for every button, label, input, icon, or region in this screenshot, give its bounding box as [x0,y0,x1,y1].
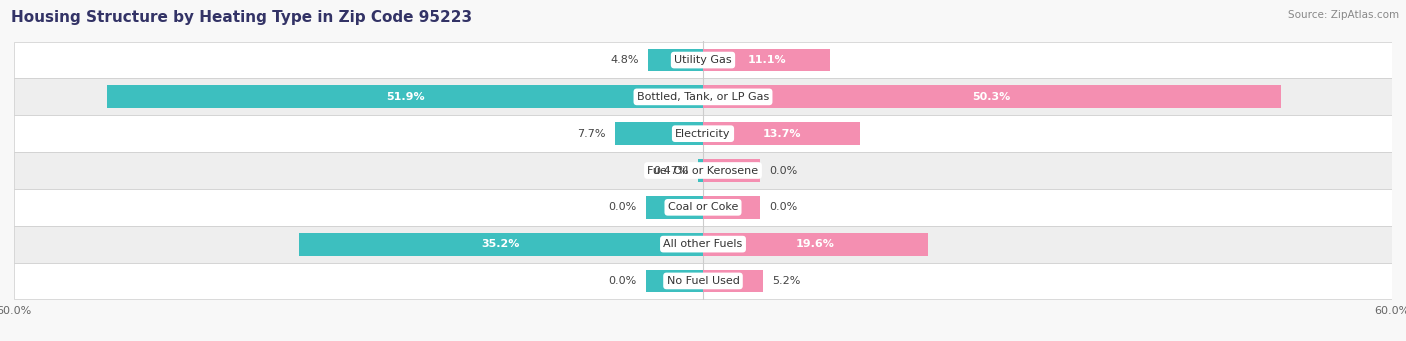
Text: Electricity: Electricity [675,129,731,139]
Text: 19.6%: 19.6% [796,239,835,249]
Text: Utility Gas: Utility Gas [675,55,731,65]
Text: 7.7%: 7.7% [576,129,606,139]
Text: 13.7%: 13.7% [762,129,801,139]
Text: 0.0%: 0.0% [609,276,637,286]
Bar [703,159,761,182]
Bar [645,196,703,219]
Text: 5.2%: 5.2% [772,276,800,286]
Bar [645,269,703,292]
Text: No Fuel Used: No Fuel Used [666,276,740,286]
Text: 0.0%: 0.0% [609,202,637,212]
Text: All other Fuels: All other Fuels [664,239,742,249]
Text: Housing Structure by Heating Type in Zip Code 95223: Housing Structure by Heating Type in Zip… [11,10,472,25]
Bar [299,233,703,255]
Text: 11.1%: 11.1% [748,55,786,65]
Bar [107,86,703,108]
Text: 4.8%: 4.8% [610,55,638,65]
Bar [14,263,1392,299]
Text: Source: ZipAtlas.com: Source: ZipAtlas.com [1288,10,1399,20]
Bar [14,78,1392,115]
Bar [697,159,703,182]
Bar [14,226,1392,263]
Bar [14,42,1392,78]
Bar [703,196,761,219]
Bar [703,233,928,255]
Bar [14,189,1392,226]
Text: 50.3%: 50.3% [973,92,1011,102]
Text: Coal or Coke: Coal or Coke [668,202,738,212]
Text: 0.0%: 0.0% [769,202,797,212]
Text: 0.0%: 0.0% [769,165,797,176]
Bar [703,86,1281,108]
Bar [648,49,703,72]
Bar [14,152,1392,189]
Bar [614,122,703,145]
Text: Fuel Oil or Kerosene: Fuel Oil or Kerosene [647,165,759,176]
Bar [14,115,1392,152]
Bar [703,269,762,292]
Bar [703,122,860,145]
Text: 35.2%: 35.2% [482,239,520,249]
Legend: Owner-occupied, Renter-occupied: Owner-occupied, Renter-occupied [574,337,832,341]
Bar [703,49,831,72]
Text: 0.47%: 0.47% [652,165,689,176]
Text: Bottled, Tank, or LP Gas: Bottled, Tank, or LP Gas [637,92,769,102]
Text: 51.9%: 51.9% [385,92,425,102]
